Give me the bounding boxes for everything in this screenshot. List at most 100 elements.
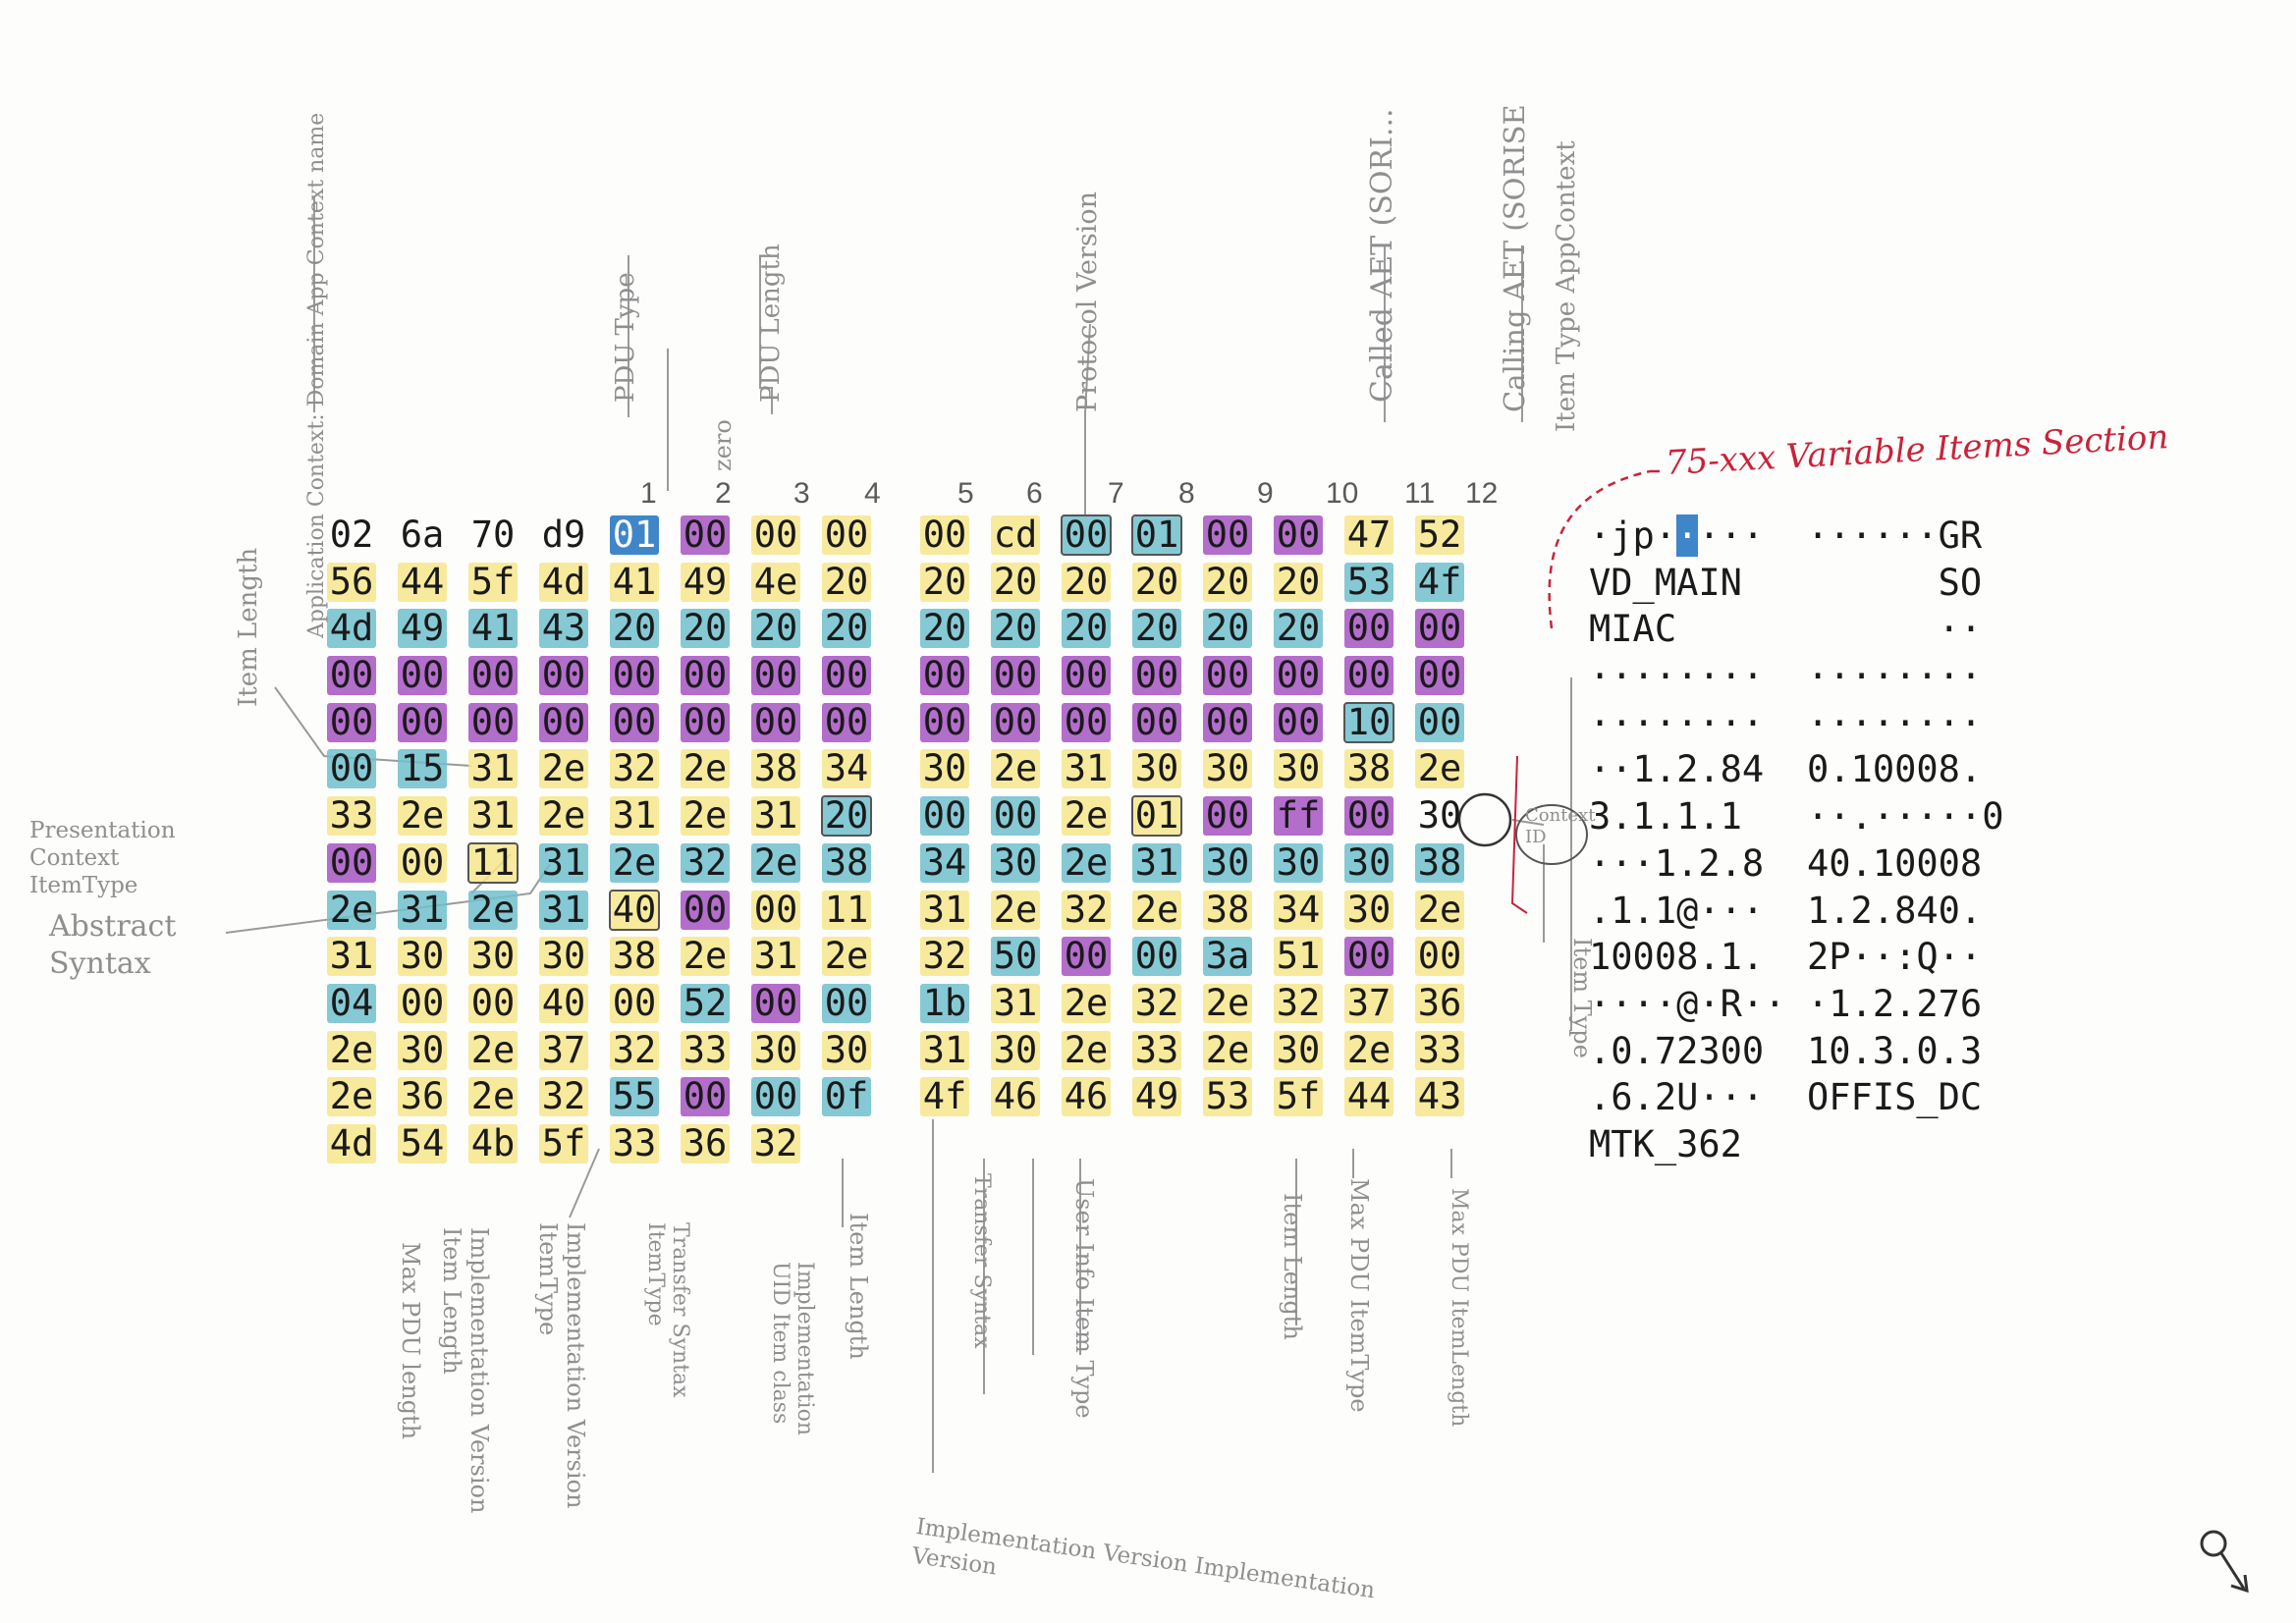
hex-byte: 53 xyxy=(1203,1077,1252,1117)
annotation-abstract-syntax: Abstract Syntax xyxy=(49,909,177,981)
ascii-right: 2P··:Q·· xyxy=(1807,936,1983,979)
hex-byte: 54 xyxy=(398,1123,447,1163)
ascii-row: MIAC ·· xyxy=(1589,606,2021,653)
hex-byte: 00 xyxy=(1344,609,1394,649)
ascii-left: 3.1.1.1 xyxy=(1589,795,1765,839)
hex-byte: 20 xyxy=(822,609,871,649)
hex-byte: 20 xyxy=(751,609,800,649)
hex-row: 4d 49 41 43 20 20 20 20 20 20 20 20 20 20 00 00 xyxy=(327,606,1545,653)
ascii-right: 0.10008. xyxy=(1807,748,1983,791)
ascii-row: ········ ········ xyxy=(1589,700,2021,747)
hex-byte: 20 xyxy=(1132,562,1181,602)
hex-byte: 33 xyxy=(1415,1030,1464,1070)
hex-byte: 00 xyxy=(1274,515,1323,555)
hex-byte: 44 xyxy=(1344,1077,1394,1117)
hex-byte: 56 xyxy=(327,562,376,602)
hex-byte: 20 xyxy=(1274,609,1323,649)
hex-byte: 20 xyxy=(991,609,1040,649)
hex-byte: 00 xyxy=(1062,937,1111,977)
column-number: 11 xyxy=(1404,477,1436,510)
hex-byte: 30 xyxy=(991,1030,1040,1070)
hex-byte: 37 xyxy=(539,1030,588,1070)
column-number: 6 xyxy=(1026,477,1043,510)
hex-byte: 31 xyxy=(920,1030,969,1070)
ascii-left: ·jp····· xyxy=(1589,514,1765,557)
ascii-row: VD_MAIN SO xyxy=(1589,560,2021,607)
hex-byte: 34 xyxy=(822,749,871,789)
hex-byte: 30 xyxy=(398,1030,447,1070)
hex-byte: 00 xyxy=(1132,656,1181,696)
hex-byte: 00 xyxy=(1062,656,1111,696)
hex-row: 02 6a 70 d9 01 00 00 00 00 cd 00 01 00 00 47 52 xyxy=(327,513,1545,560)
hex-byte: 30 xyxy=(398,937,447,977)
hex-row: 00 15 31 2e 32 2e 38 34 30 2e 31 30 30 30 38 2e xyxy=(327,746,1545,793)
ascii-right: ·1.2.276 xyxy=(1807,982,1983,1025)
ascii-row: .0.72300 10.3.0.3 xyxy=(1589,1028,2021,1075)
hex-byte: 30 xyxy=(1274,842,1323,883)
hex-byte: 2e xyxy=(539,796,588,837)
hex-byte: 36 xyxy=(1415,983,1464,1023)
annotation-calling-aet: Calling AET (SORISE xyxy=(1498,104,1531,412)
hex-row: 2e 36 2e 32 55 00 00 0f 4f 46 46 49 53 5f 44 43 xyxy=(327,1074,1545,1121)
hex-byte: 43 xyxy=(1415,1077,1464,1117)
hex-byte: 00 xyxy=(822,983,871,1023)
hex-byte: 20 xyxy=(1203,562,1252,602)
hex-byte: 00 xyxy=(920,656,969,696)
hex-byte: 20 xyxy=(1132,609,1181,649)
hex-byte: 31 xyxy=(610,796,659,837)
hex-byte: 00 xyxy=(822,656,871,696)
hex-row: 31 30 30 30 38 2e 31 2e 32 50 00 00 3a 51 00 00 xyxy=(327,934,1545,981)
hex-byte: 00 xyxy=(1132,937,1181,977)
hex-byte: 00 xyxy=(681,702,730,742)
ascii-left: .0.72300 xyxy=(1589,1029,1765,1072)
hex-byte: 32 xyxy=(1062,890,1111,930)
hex-byte: 11 xyxy=(822,890,871,930)
ascii-left: .6.2U··· xyxy=(1589,1076,1765,1119)
hex-byte: 20 xyxy=(610,609,659,649)
hex-byte: 4b xyxy=(468,1123,518,1163)
annotation-called-aet: Called AET (SORI... xyxy=(1365,108,1399,403)
hex-byte: 20 xyxy=(991,562,1040,602)
hex-byte: 31 xyxy=(327,937,376,977)
ascii-left: 10008.1. xyxy=(1589,936,1765,979)
hex-byte: 33 xyxy=(327,796,376,837)
ascii-right: SO xyxy=(1807,561,1983,604)
hex-byte: 30 xyxy=(1203,842,1252,883)
hex-byte: 52 xyxy=(681,983,730,1023)
hex-byte: 20 xyxy=(1062,609,1111,649)
hex-byte: 2e xyxy=(681,749,730,789)
annotation-impl-version-bottom: Implementation Version Implementation Ve… xyxy=(909,1513,1377,1604)
hex-byte: 46 xyxy=(991,1077,1040,1117)
hex-byte: 30 xyxy=(1344,890,1394,930)
hex-byte: 00 xyxy=(920,702,969,742)
hex-byte: 33 xyxy=(610,1123,659,1163)
hex-byte: 00 xyxy=(398,842,447,883)
hex-byte: 38 xyxy=(1344,749,1394,789)
hex-dump: 02 6a 70 d9 01 00 00 00 00 cd 00 01 00 00 47 52 56 44 5f 4d… xyxy=(327,513,1545,1168)
ascii-row: MTK_362 xyxy=(1589,1121,2021,1168)
ascii-selection: · xyxy=(1676,514,1699,557)
hex-byte: 04 xyxy=(327,983,376,1023)
hex-byte: 51 xyxy=(1274,937,1323,977)
hex-byte: 2e xyxy=(751,842,800,883)
hex-byte: 00 xyxy=(1344,656,1394,696)
hex-row: 56 44 5f 4d 41 49 4e 20 20 20 20 20 20 20 53 4f xyxy=(327,560,1545,607)
hex-byte: 01 xyxy=(1131,514,1182,556)
hex-byte: 2e xyxy=(327,1030,376,1070)
hex-byte: 00 xyxy=(468,656,518,696)
hex-byte: 00 xyxy=(751,515,800,555)
hex-byte: 30 xyxy=(1274,1030,1323,1070)
ascii-row: ····@·R·· ·1.2.276 xyxy=(1589,981,2021,1028)
ascii-right: ··.·····0 xyxy=(1807,795,2004,839)
hex-byte: 46 xyxy=(1062,1077,1111,1117)
hex-byte: 49 xyxy=(1132,1077,1181,1117)
hex-byte: 38 xyxy=(822,842,871,883)
ascii-right: 10.3.0.3 xyxy=(1807,1029,1983,1072)
annotation-impl-version-item-type: Implementation Version ItemType xyxy=(534,1222,589,1509)
hex-byte: 00 xyxy=(327,842,376,883)
hex-byte: 20 xyxy=(1274,562,1323,602)
hex-byte: 2e xyxy=(1415,890,1464,930)
column-number: 12 xyxy=(1465,477,1499,510)
annotation-context-id: Context ID xyxy=(1525,805,1596,847)
hex-byte: 31 xyxy=(398,890,447,930)
